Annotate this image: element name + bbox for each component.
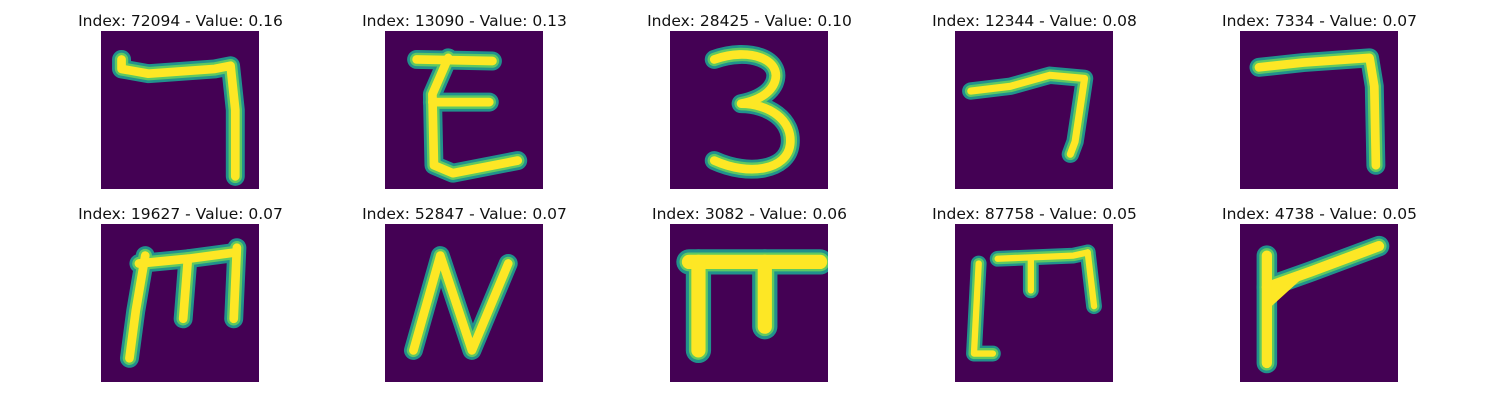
- panel-title: Index: 52847 - Value: 0.07: [362, 205, 567, 223]
- panel-2: Index: 13090 - Value: 0.13: [322, 11, 607, 191]
- panel-8: Index: 3082 - Value: 0.06: [607, 204, 892, 384]
- panel-9: Index: 87758 - Value: 0.05: [892, 204, 1177, 384]
- panel-3: Index: 28425 - Value: 0.10: [607, 11, 892, 191]
- panel-title: Index: 28425 - Value: 0.10: [647, 12, 852, 30]
- panel-6: Index: 19627 - Value: 0.07: [38, 204, 323, 384]
- character-like-flag-icon: [1240, 224, 1398, 382]
- panel-5: Index: 7334 - Value: 0.07: [1177, 11, 1462, 191]
- panel-title: Index: 3082 - Value: 0.06: [652, 205, 847, 223]
- panel-title: Index: 19627 - Value: 0.07: [78, 205, 283, 223]
- character-like-3-icon: [670, 31, 828, 189]
- character-like-m-with-stem-icon: [101, 224, 259, 382]
- character-like-open-m-icon: [955, 224, 1113, 382]
- character-like-N-icon: [385, 224, 543, 382]
- panel-title: Index: 4738 - Value: 0.05: [1222, 205, 1417, 223]
- character-like-7-tall-icon: [1240, 31, 1398, 189]
- panel-4: Index: 12344 - Value: 0.08: [892, 11, 1177, 191]
- character-like-7-slanted-icon: [955, 31, 1113, 189]
- panel-7: Index: 52847 - Value: 0.07: [322, 204, 607, 384]
- character-like-pi-icon: [670, 224, 828, 382]
- panel-title: Index: 7334 - Value: 0.07: [1222, 12, 1417, 30]
- panel-title: Index: 12344 - Value: 0.08: [932, 12, 1137, 30]
- panel-title: Index: 72094 - Value: 0.16: [78, 12, 283, 30]
- panel-10: Index: 4738 - Value: 0.05: [1177, 204, 1462, 384]
- panel-1: Index: 72094 - Value: 0.16: [38, 11, 323, 191]
- character-like-E-icon: [385, 31, 543, 189]
- panel-title: Index: 87758 - Value: 0.05: [932, 205, 1137, 223]
- panel-title: Index: 13090 - Value: 0.13: [362, 12, 567, 30]
- character-like-7-with-hook-icon: [101, 31, 259, 189]
